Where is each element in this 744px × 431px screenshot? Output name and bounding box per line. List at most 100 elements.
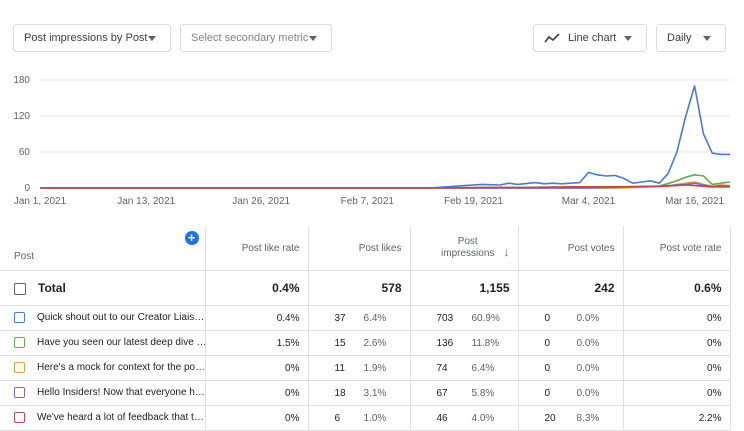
impressions-percent: 60.9% xyxy=(471,312,500,324)
table-row[interactable]: Here's a mock for context for the po… 0% 1… xyxy=(0,355,731,381)
secondary-metric-dropdown[interactable]: Select secondary metric xyxy=(180,24,332,52)
impressions-percent: 11.8% xyxy=(471,337,500,349)
post-column-header: Post + xyxy=(0,226,206,271)
y-tick-label: 0 xyxy=(24,183,30,194)
votes-percent: 0.0% xyxy=(576,362,600,374)
posts-table: Post + Post like rate Post likes Post im… xyxy=(0,226,744,431)
total-row: Total 0.4% 578 1,155 242 0.6% xyxy=(0,270,731,306)
votes-percent: 0.0% xyxy=(576,337,600,349)
impressions-value: 67 xyxy=(436,387,448,399)
impressions-column-header[interactable]: Post impressions ↓ xyxy=(410,226,519,271)
vote-rate-cell: 0% xyxy=(623,355,731,381)
post-title[interactable]: Here's a mock for context for the po… xyxy=(37,362,205,374)
table-row[interactable]: Hello Insiders! Now that everyone h… 0% 18… xyxy=(0,380,731,406)
votes-percent: 8.3% xyxy=(576,412,600,424)
post-cell: Have you seen our latest deep dive … xyxy=(0,330,206,356)
granularity-dropdown[interactable]: Daily xyxy=(656,24,726,52)
row-checkbox[interactable] xyxy=(14,312,25,324)
table-row[interactable]: Have you seen our latest deep dive … 1.5%… xyxy=(0,330,731,356)
post-header-label: Post xyxy=(14,251,35,262)
likes-cell: 18 3.1% xyxy=(308,380,411,406)
impressions-cell: 703 60.9% xyxy=(410,305,519,331)
total-label: Total xyxy=(38,281,66,295)
row-checkbox[interactable] xyxy=(14,337,25,349)
likes-percent: 2.6% xyxy=(363,337,387,349)
vote-rate-cell: 0% xyxy=(623,380,731,406)
impressions-percent: 4.0% xyxy=(471,412,495,424)
total-votes: 242 xyxy=(518,270,624,306)
primary-metric-dropdown[interactable]: Post impressions by Post xyxy=(13,24,171,52)
votes-value: 0 xyxy=(544,362,551,374)
likes-value: 15 xyxy=(334,337,346,349)
granularity-label: Daily xyxy=(667,32,692,44)
like-rate-cell: 0% xyxy=(205,380,309,406)
chart-type-dropdown[interactable]: Line chart xyxy=(533,24,647,52)
post-cell: Quick shout out to our Creator Liais… xyxy=(0,305,206,331)
likes-percent: 6.4% xyxy=(363,312,387,324)
like-rate-cell: 0% xyxy=(205,405,309,431)
vote-rate-cell: 0% xyxy=(623,330,731,356)
table-row[interactable]: Quick shout out to our Creator Liais… 0.4… xyxy=(0,305,731,331)
impressions-value: 703 xyxy=(436,312,454,324)
votes-percent: 0.0% xyxy=(576,312,600,324)
post-cell: Hello Insiders! Now that everyone h… xyxy=(0,380,206,406)
votes-column-header[interactable]: Post votes xyxy=(518,226,624,271)
likes-cell: 6 1.0% xyxy=(308,405,411,431)
series-line-blue xyxy=(40,85,730,189)
impressions-cell: 74 6.4% xyxy=(410,355,519,381)
sort-descending-icon: ↓ xyxy=(503,245,510,259)
votes-cell: 0 0.0% xyxy=(518,355,624,381)
votes-cell: 0 0.0% xyxy=(518,305,624,331)
row-checkbox[interactable] xyxy=(14,387,25,399)
x-tick-label: Mar 4, 2021 xyxy=(562,196,616,207)
post-title[interactable]: We've heard a lot of feedback that t… xyxy=(37,412,204,424)
impressions-percent: 6.4% xyxy=(471,362,495,374)
likes-cell: 37 6.4% xyxy=(308,305,411,331)
secondary-metric-placeholder: Select secondary metric xyxy=(191,32,309,44)
votes-cell: 0 0.0% xyxy=(518,380,624,406)
like-rate-column-header[interactable]: Post like rate xyxy=(205,226,309,271)
chevron-down-icon xyxy=(624,35,632,41)
votes-cell: 20 8.3% xyxy=(518,405,624,431)
x-tick-label: Feb 7, 2021 xyxy=(341,196,395,207)
votes-value: 0 xyxy=(544,387,551,399)
like-rate-cell: 1.5% xyxy=(205,330,309,356)
total-checkbox[interactable] xyxy=(14,282,26,295)
votes-cell: 0 0.0% xyxy=(518,330,624,356)
total-like-rate: 0.4% xyxy=(205,270,309,306)
chevron-down-icon xyxy=(148,35,156,41)
chevron-down-icon xyxy=(703,35,711,41)
impressions-cell: 46 4.0% xyxy=(410,405,519,431)
table-row[interactable]: We've heard a lot of feedback that t… 0% 6… xyxy=(0,405,731,431)
likes-column-header[interactable]: Post likes xyxy=(308,226,411,271)
x-tick-label: Jan 1, 2021 xyxy=(14,196,67,207)
y-tick-label: 60 xyxy=(19,147,31,158)
likes-value: 18 xyxy=(334,387,346,399)
post-title[interactable]: Have you seen our latest deep dive … xyxy=(37,337,205,349)
row-checkbox[interactable] xyxy=(14,362,25,374)
likes-cell: 15 2.6% xyxy=(308,330,411,356)
line-chart-icon xyxy=(544,32,560,44)
y-tick-label: 180 xyxy=(13,75,30,86)
likes-value: 37 xyxy=(334,312,346,324)
add-column-icon[interactable]: + xyxy=(184,231,199,245)
x-tick-label: Feb 19, 2021 xyxy=(444,196,503,207)
total-vote-rate: 0.6% xyxy=(623,270,731,306)
x-tick-label: Mar 16, 2021 xyxy=(665,196,724,207)
post-title[interactable]: Quick shout out to our Creator Liais… xyxy=(37,312,205,324)
post-title[interactable]: Hello Insiders! Now that everyone h… xyxy=(37,387,205,399)
votes-value: 20 xyxy=(544,412,556,424)
impressions-value: 46 xyxy=(436,412,448,424)
votes-value: 0 xyxy=(544,337,551,349)
impressions-header-label: Post impressions xyxy=(441,236,495,259)
post-cell: Here's a mock for context for the po… xyxy=(0,355,206,381)
chart-type-label: Line chart xyxy=(568,32,617,44)
vote-rate-column-header[interactable]: Post vote rate xyxy=(623,226,731,271)
row-checkbox[interactable] xyxy=(14,412,25,424)
votes-value: 0 xyxy=(544,312,551,324)
y-tick-label: 120 xyxy=(13,111,30,122)
vote-rate-cell: 2.2% xyxy=(623,405,731,431)
total-likes: 578 xyxy=(308,270,411,306)
primary-metric-label: Post impressions by Post xyxy=(24,32,148,44)
likes-value: 6 xyxy=(334,412,341,424)
